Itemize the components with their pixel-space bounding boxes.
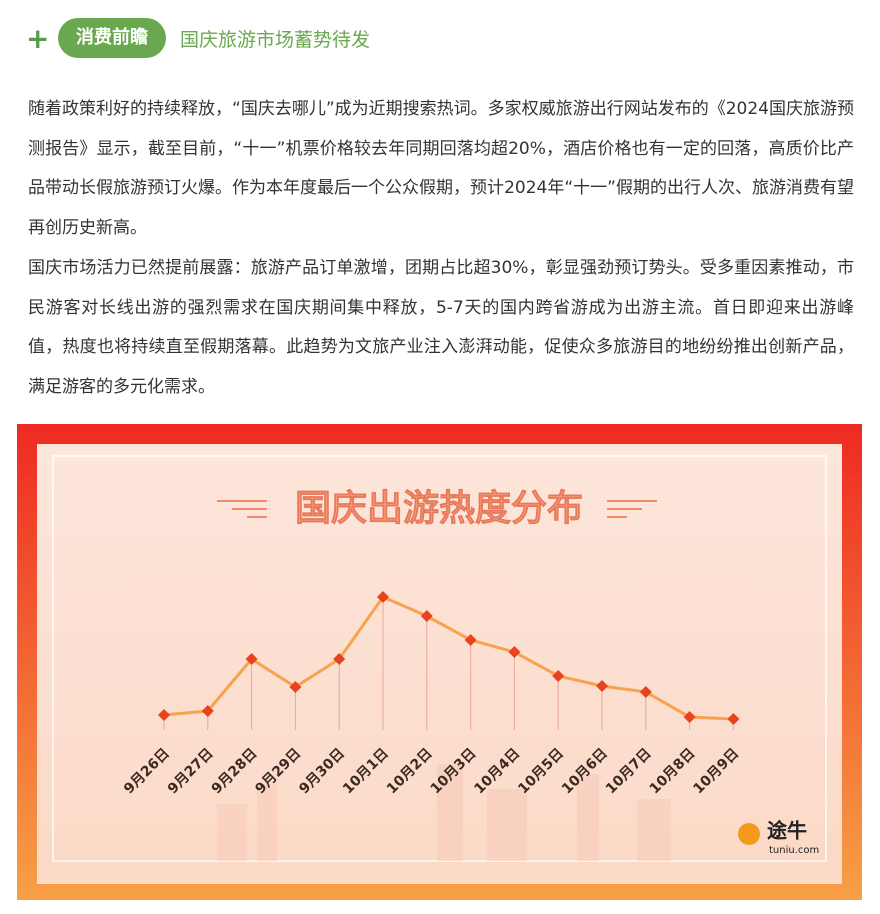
chart-image: 国庆出游热度分布 途牛 tuniu.com 9月26日9月27日9月28日9月2… xyxy=(17,424,862,900)
point xyxy=(245,653,258,665)
logo-name: 途牛 xyxy=(767,819,807,843)
chart-title: 国庆出游热度分布 xyxy=(295,488,583,529)
point xyxy=(552,670,565,682)
point xyxy=(727,713,740,725)
point xyxy=(377,591,389,603)
point xyxy=(201,705,214,717)
logo-icon xyxy=(738,823,760,845)
article-body: 随着政策利好的持续释放，“国庆去哪儿”成为近期搜索热词。多家权威旅游出行网站发布… xyxy=(28,90,854,408)
point xyxy=(464,634,477,646)
point xyxy=(639,686,652,698)
section-tag: 消费前瞻 xyxy=(58,18,166,58)
plus-icon: + xyxy=(26,21,50,55)
section-header: + 消费前瞻 国庆旅游市场蓄势待发 xyxy=(26,18,370,58)
point xyxy=(683,711,696,723)
logo: 途牛 tuniu.com xyxy=(738,819,819,856)
point xyxy=(420,610,433,622)
point xyxy=(333,653,346,665)
point xyxy=(596,680,608,692)
title-decoration xyxy=(217,500,657,518)
paragraph: 国庆市场活力已然提前展露：旅游产品订单激增，团期占比超30%，彰显强劲预订势头。… xyxy=(28,257,854,397)
point xyxy=(508,646,521,658)
line xyxy=(163,595,734,721)
paragraph: 随着政策利好的持续释放，“国庆去哪儿”成为近期搜索热词。多家权威旅游出行网站发布… xyxy=(28,99,854,239)
point xyxy=(158,709,170,721)
logo-site: tuniu.com xyxy=(769,845,819,856)
section-title: 国庆旅游市场蓄势待发 xyxy=(180,28,371,51)
skyline xyxy=(217,764,671,861)
point xyxy=(289,681,302,693)
